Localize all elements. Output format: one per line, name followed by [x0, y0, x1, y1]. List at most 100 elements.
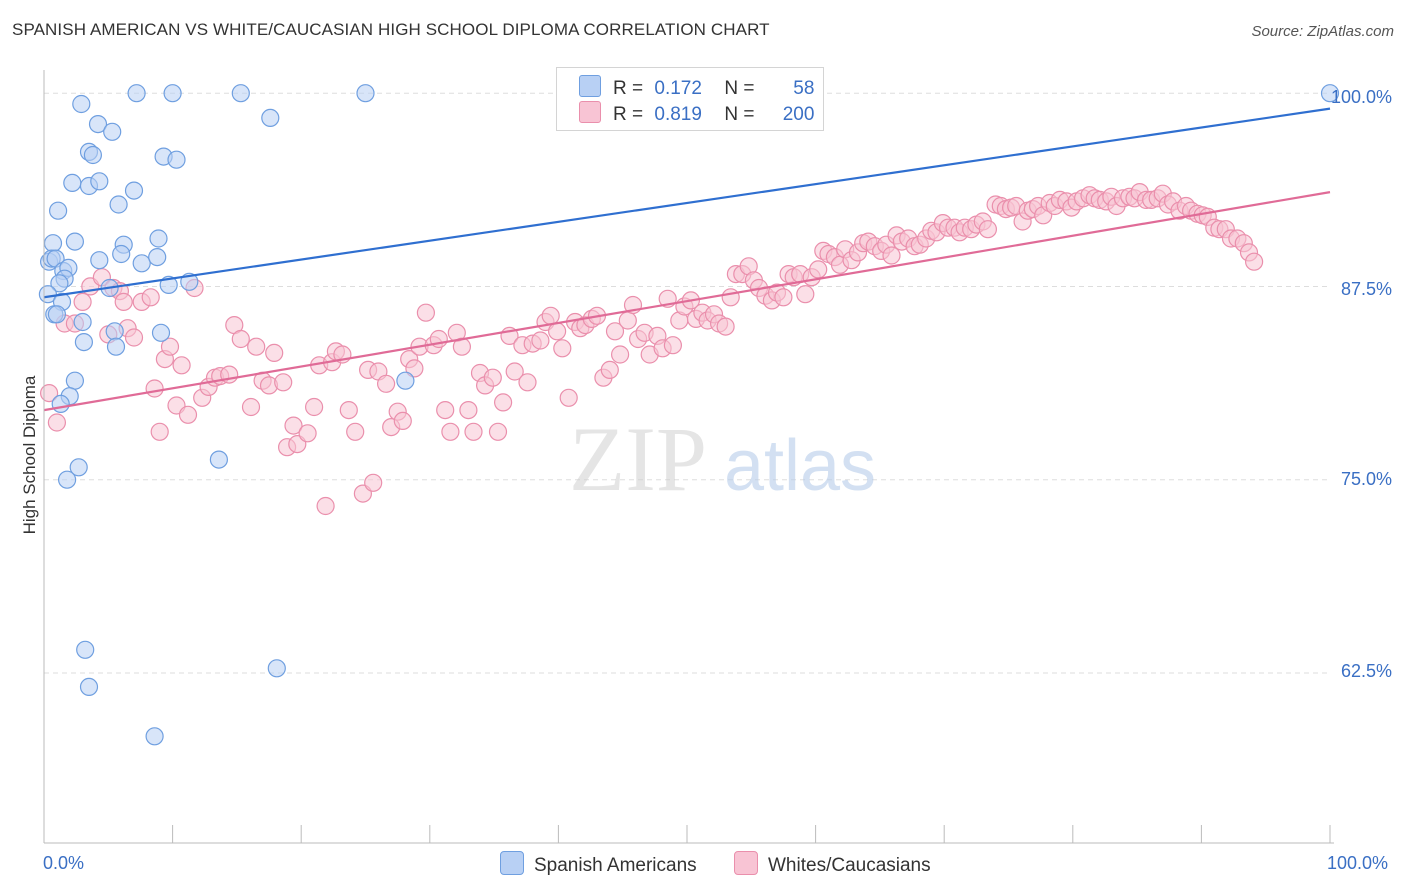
- watermark-atlas: atlas: [724, 426, 876, 506]
- whites-point: [721, 288, 740, 307]
- whites-point: [114, 292, 133, 311]
- bottom-legend-swatch-blue: [500, 851, 524, 875]
- whites-point: [339, 401, 358, 420]
- spanish-point: [112, 244, 131, 264]
- whites-point: [39, 384, 59, 403]
- whites-point: [600, 360, 619, 379]
- spanish-point: [48, 201, 68, 220]
- legend-r-label: R =: [613, 104, 644, 125]
- whites-point: [172, 356, 191, 375]
- spanish-point: [50, 274, 69, 293]
- spanish-point: [1320, 84, 1340, 103]
- whites-point: [247, 337, 266, 356]
- whites-point: [47, 413, 67, 432]
- spanish-point: [149, 229, 168, 248]
- bottom-legend-whites: Whites/Caucasians: [734, 851, 931, 877]
- whites-point: [364, 473, 383, 492]
- bottom-legend-swatch-pink: [734, 851, 758, 875]
- whites-point: [441, 422, 460, 441]
- legend-n-value: 200: [782, 104, 815, 125]
- whites-point: [316, 496, 335, 516]
- watermark-zip: ZIP: [569, 408, 707, 510]
- spanish-point: [51, 394, 70, 413]
- whites-point: [663, 336, 683, 355]
- spanish-point: [43, 234, 63, 253]
- whites-point: [605, 322, 625, 341]
- chart-title: SPANISH AMERICAN VS WHITE/CAUCASIAN HIGH…: [12, 20, 770, 39]
- whites-point: [488, 422, 508, 441]
- whites-point: [305, 397, 324, 417]
- spanish-point: [167, 150, 186, 169]
- legend-n-label: N =: [724, 104, 755, 125]
- whites-point: [541, 306, 560, 325]
- spanish-point: [88, 114, 108, 134]
- whites-point: [547, 322, 567, 341]
- whites-point: [298, 424, 317, 443]
- spanish-point: [132, 254, 151, 273]
- whites-point: [494, 393, 513, 412]
- spanish-point: [63, 173, 82, 192]
- whites-point: [464, 422, 483, 441]
- spanish-point: [103, 122, 122, 141]
- spanish-point: [79, 677, 99, 697]
- whites-point: [531, 331, 550, 350]
- whites-point: [346, 422, 365, 441]
- whites-point: [553, 339, 572, 358]
- spanish-point: [356, 84, 375, 103]
- spanish-point: [106, 337, 126, 356]
- whites-point: [160, 337, 180, 356]
- whites-point: [73, 292, 92, 311]
- whites-point: [150, 422, 169, 441]
- spanish-point: [261, 108, 280, 128]
- y-tick-label-75: 75.0%: [1340, 469, 1392, 489]
- x-tick-label-0: 0.0%: [43, 853, 85, 873]
- spanish-point: [65, 371, 85, 390]
- whites-point: [459, 401, 478, 420]
- spanish-point: [57, 470, 77, 489]
- spanish-point: [396, 371, 415, 390]
- series-spanish-points: [38, 84, 1340, 746]
- whites-point: [377, 374, 396, 393]
- whites-point: [231, 329, 250, 349]
- spanish-point: [74, 333, 94, 352]
- spanish-trend-line: [43, 107, 1331, 299]
- spanish-point: [151, 323, 171, 342]
- whites-point: [483, 368, 502, 387]
- spanish-point: [90, 172, 109, 191]
- spanish-point: [65, 232, 85, 251]
- legend-row-whites: R = 0.819 N = 200: [579, 101, 814, 125]
- legend-swatch-blue: [579, 75, 601, 97]
- source-label: Source: ZipAtlas.com: [1251, 23, 1394, 40]
- y-tick-label-62-5: 62.5%: [1340, 661, 1392, 681]
- y-tick-label-100: 100.0%: [1330, 87, 1392, 107]
- whites-point: [405, 359, 424, 378]
- spanish-point: [267, 659, 286, 678]
- spanish-point: [90, 251, 109, 270]
- stats-legend: R = 0.172 N = 58 R = 0.819 N = 200: [556, 67, 824, 131]
- spanish-point: [148, 248, 167, 267]
- spanish-point: [231, 84, 250, 103]
- legend-swatch-pink: [579, 101, 601, 123]
- whites-point: [284, 416, 303, 435]
- whites-point: [882, 246, 901, 265]
- whites-point: [716, 317, 735, 336]
- legend-n-value: 58: [793, 78, 815, 99]
- spanish-point: [127, 84, 146, 103]
- whites-point: [774, 288, 793, 307]
- spanish-point: [72, 94, 91, 114]
- whites-point: [141, 288, 160, 307]
- whites-point: [393, 411, 412, 430]
- gridlines: [44, 92, 1330, 674]
- bottom-legend-label: Spanish Americans: [534, 855, 697, 876]
- whites-point: [265, 343, 284, 362]
- whites-point: [241, 397, 261, 417]
- whites-point: [809, 260, 828, 279]
- whites-trend-line: [43, 191, 1331, 412]
- whites-point: [178, 405, 198, 424]
- spanish-point: [109, 195, 128, 214]
- spanish-point: [73, 312, 92, 332]
- whites-point: [559, 388, 578, 407]
- spanish-point: [47, 305, 67, 324]
- spanish-point: [105, 322, 124, 341]
